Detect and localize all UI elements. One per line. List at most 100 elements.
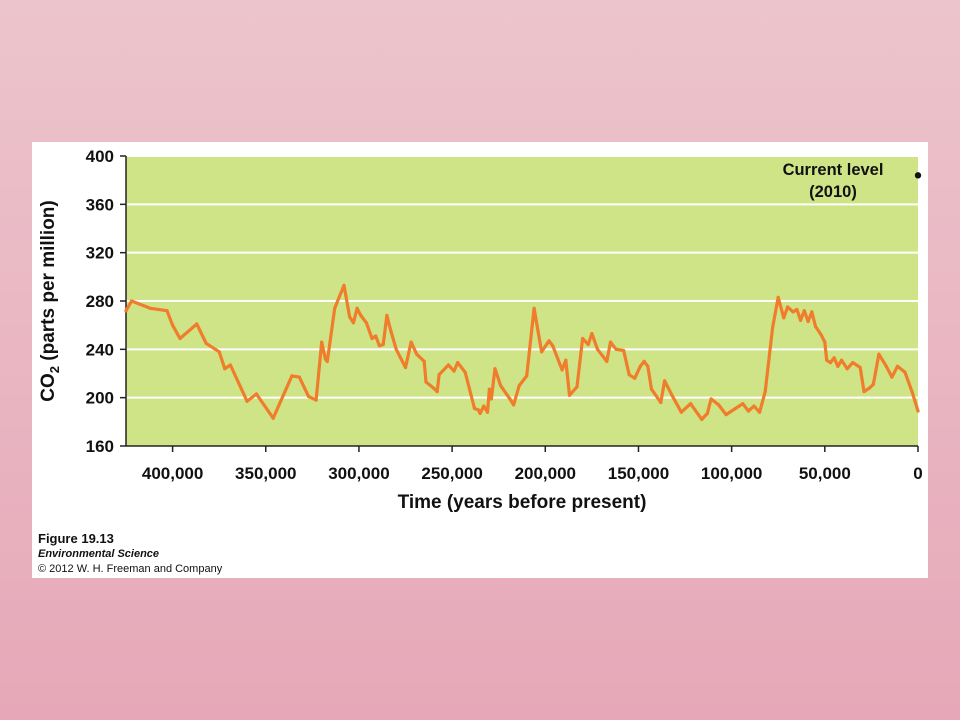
current-level-marker — [914, 172, 922, 179]
data-point — [758, 410, 762, 414]
x-tick-label: 300,000 — [328, 464, 389, 483]
data-point — [476, 408, 480, 412]
x-tick-label: 100,000 — [701, 464, 762, 483]
data-point — [512, 403, 516, 407]
data-point — [862, 390, 866, 394]
data-point — [171, 323, 175, 327]
data-point — [409, 340, 413, 344]
data-point — [228, 363, 232, 367]
data-point — [130, 299, 134, 303]
data-point — [791, 310, 795, 314]
data-point — [836, 364, 840, 368]
co2-chart: 160 200 240 280 320 360 400 400,000 350,000 300,… — [38, 147, 923, 513]
data-point — [877, 352, 881, 356]
data-point — [325, 359, 329, 363]
data-point — [359, 313, 363, 318]
data-point — [813, 324, 818, 328]
data-point — [385, 313, 389, 318]
data-point — [124, 309, 128, 313]
data-point — [700, 417, 704, 421]
data-point — [771, 326, 775, 330]
data-point — [845, 367, 849, 371]
x-axis-title: Time (years before present) — [398, 492, 647, 513]
y-tick-label: 240 — [86, 340, 114, 359]
y-tick-label: 160 — [86, 437, 114, 456]
data-point — [724, 413, 728, 417]
data-point — [560, 368, 564, 372]
data-point — [478, 411, 482, 415]
data-point — [867, 386, 872, 390]
y-axis-title-main: CO — [38, 373, 59, 402]
y-tick-label: 200 — [86, 389, 114, 408]
x-tick-label: 250,000 — [421, 464, 482, 483]
data-point — [381, 342, 385, 347]
data-point — [389, 328, 393, 332]
data-point — [741, 402, 745, 406]
x-axis-ticks: 400,000 350,000 300,000 250,000 200,000 150,0… — [142, 446, 923, 483]
data-point — [204, 341, 208, 345]
data-point — [540, 350, 544, 354]
data-point — [649, 387, 654, 391]
data-point — [314, 398, 318, 402]
data-point — [431, 386, 436, 390]
y-axis-title-units: (parts per million) — [38, 200, 59, 366]
data-point — [910, 391, 915, 395]
data-point — [802, 309, 806, 313]
data-point — [737, 404, 741, 408]
data-point — [485, 410, 490, 414]
data-point — [825, 358, 829, 362]
data-point — [487, 387, 491, 391]
data-point — [663, 379, 667, 383]
data-point — [884, 364, 888, 368]
x-tick-label: 0 — [913, 464, 922, 483]
data-point — [840, 358, 844, 362]
data-point — [377, 344, 381, 348]
data-point — [733, 406, 738, 411]
data-point — [472, 406, 477, 411]
data-point — [307, 394, 311, 399]
data-point — [245, 399, 249, 403]
data-point — [290, 374, 294, 378]
data-point — [659, 400, 663, 405]
data-point — [776, 295, 780, 299]
data-point — [446, 363, 450, 367]
data-point — [165, 309, 169, 313]
y-axis-title: CO2 (parts per million) — [38, 200, 62, 401]
data-point — [810, 310, 814, 314]
data-point — [320, 340, 324, 344]
data-point — [679, 410, 683, 414]
data-point — [633, 376, 637, 380]
data-point — [499, 384, 503, 388]
data-point — [614, 347, 618, 351]
data-point — [532, 306, 536, 310]
figure-title: Figure 19.13 — [38, 531, 114, 546]
data-point — [463, 370, 467, 374]
data-point — [828, 361, 833, 365]
data-point — [575, 385, 579, 389]
data-point — [717, 403, 721, 407]
data-point — [689, 402, 693, 406]
data-point — [424, 380, 428, 384]
data-point — [493, 367, 497, 371]
data-point — [605, 359, 609, 363]
data-point — [403, 365, 408, 370]
y-tick-label: 400 — [86, 147, 114, 166]
data-point — [903, 370, 907, 374]
data-point — [422, 359, 426, 363]
data-point — [323, 357, 327, 361]
data-point — [823, 340, 827, 344]
data-point — [581, 336, 585, 341]
data-point — [746, 409, 751, 413]
x-tick-label: 400,000 — [142, 464, 203, 483]
data-point — [435, 390, 439, 394]
data-point — [819, 333, 823, 337]
y-tick-label: 320 — [86, 244, 114, 263]
data-point — [254, 392, 258, 396]
data-point — [489, 397, 493, 401]
data-point — [895, 364, 900, 368]
data-point — [178, 336, 182, 341]
data-point — [564, 358, 568, 362]
data-point — [916, 409, 920, 413]
data-point — [370, 336, 374, 341]
data-point — [782, 316, 786, 320]
